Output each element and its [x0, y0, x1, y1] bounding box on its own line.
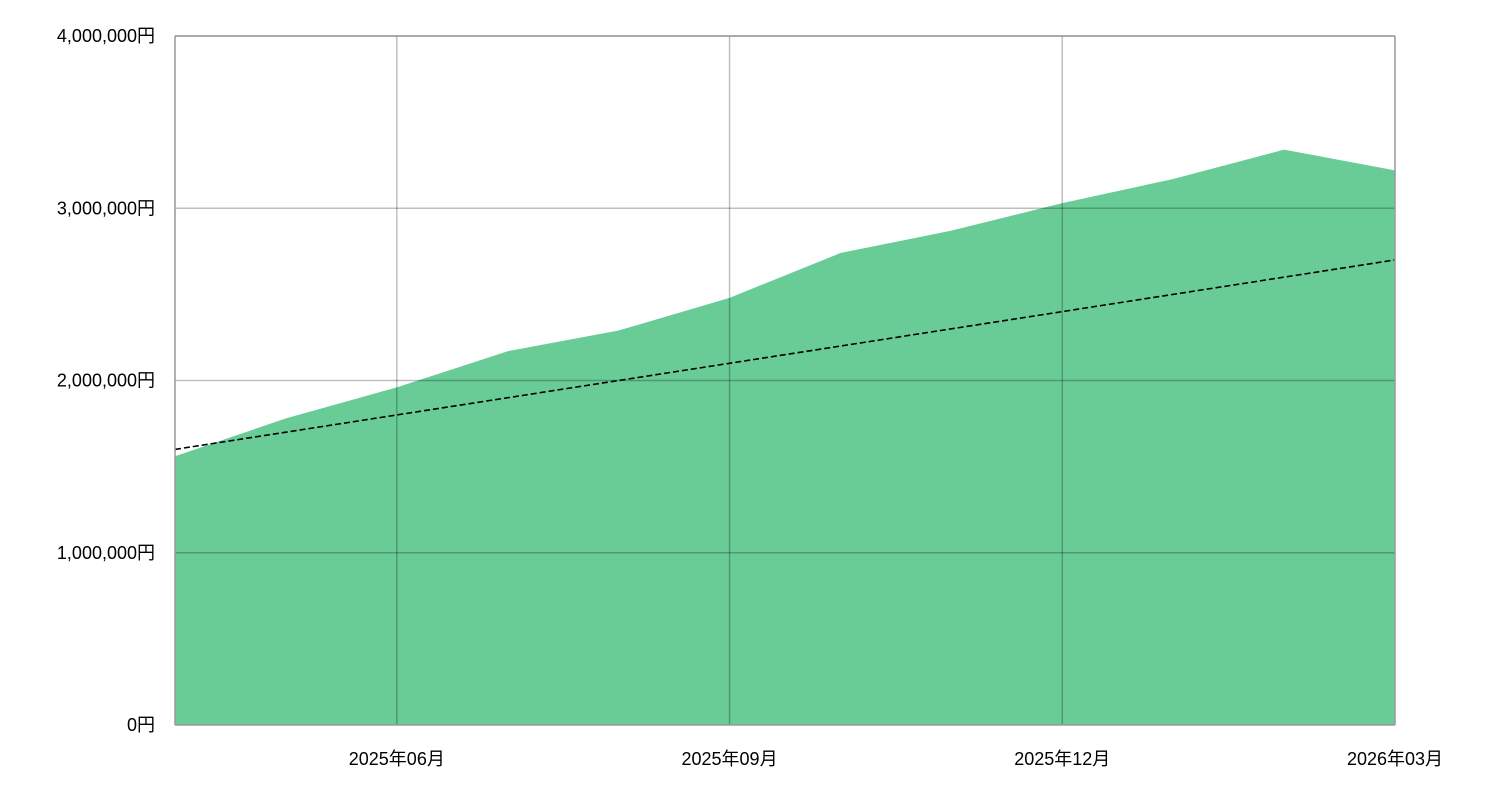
x-tick-label: 2026年03月	[1347, 749, 1443, 769]
y-tick-label: 3,000,000円	[57, 198, 155, 218]
y-tick-label: 4,000,000円	[57, 26, 155, 46]
y-tick-label: 2,000,000円	[57, 371, 155, 391]
x-tick-label: 2025年06月	[349, 749, 445, 769]
y-tick-label: 0円	[127, 715, 155, 735]
x-tick-label: 2025年12月	[1014, 749, 1110, 769]
dashed-line-series	[174, 259, 1396, 451]
x-tick-label: 2025年09月	[682, 749, 778, 769]
y-tick-label: 1,000,000円	[57, 543, 155, 563]
area-series	[175, 149, 1395, 725]
